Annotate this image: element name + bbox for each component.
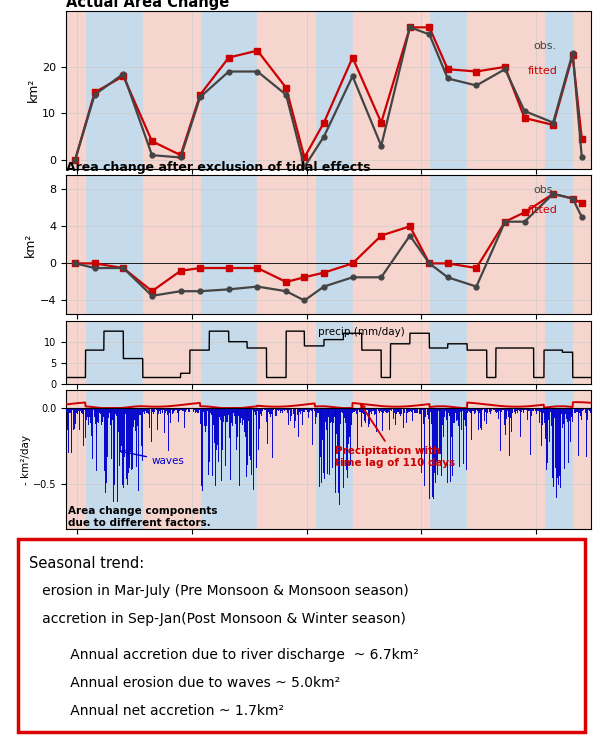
Bar	[315, 11, 353, 169]
Text: Area change after exclusion of tidal effects: Area change after exclusion of tidal eff…	[66, 161, 371, 174]
Text: waves: waves	[121, 450, 185, 466]
Bar	[544, 390, 572, 529]
Text: Area change components
due to different factors.: Area change components due to different …	[68, 506, 218, 528]
Bar	[544, 320, 572, 384]
Bar	[66, 11, 85, 169]
Text: Annual erosion due to waves ~ 5.0km²: Annual erosion due to waves ~ 5.0km²	[44, 676, 340, 690]
Y-axis label: - km²/day: - km²/day	[22, 434, 31, 485]
Bar	[430, 390, 467, 529]
Bar	[572, 175, 591, 314]
Y-axis label: km²: km²	[26, 78, 40, 102]
Text: precip.(mm/day): precip.(mm/day)	[318, 326, 405, 337]
Text: Actual Area Change: Actual Area Change	[66, 0, 229, 10]
Text: fitted: fitted	[528, 205, 558, 215]
Bar	[200, 11, 257, 169]
Bar	[315, 175, 353, 314]
Text: obs.: obs.	[533, 41, 556, 51]
Bar	[353, 320, 430, 384]
Bar	[544, 175, 572, 314]
Bar	[467, 11, 544, 169]
Bar	[200, 320, 257, 384]
Bar	[353, 11, 430, 169]
Bar	[572, 11, 591, 169]
Text: Annual accretion due to river discharge  ~ 6.7km²: Annual accretion due to river discharge …	[44, 648, 418, 662]
Bar	[85, 320, 143, 384]
Bar	[315, 390, 353, 529]
Bar	[85, 390, 143, 529]
Bar	[85, 11, 143, 169]
Bar	[200, 175, 257, 314]
Bar	[143, 390, 200, 529]
Text: fitted: fitted	[528, 67, 558, 76]
Bar	[353, 175, 430, 314]
Text: Seasonal trend:: Seasonal trend:	[29, 556, 145, 571]
Bar	[257, 11, 315, 169]
Bar	[85, 175, 143, 314]
Bar	[572, 390, 591, 529]
Bar	[257, 320, 315, 384]
Bar	[467, 320, 544, 384]
Bar	[353, 390, 430, 529]
FancyBboxPatch shape	[18, 539, 585, 733]
Bar	[430, 320, 467, 384]
Text: Precipitation with
time lag of 110 days: Precipitation with time lag of 110 days	[335, 405, 455, 468]
Bar	[143, 175, 200, 314]
Bar	[257, 175, 315, 314]
Bar	[200, 390, 257, 529]
Bar	[315, 320, 353, 384]
Text: erosion in Mar-July (Pre Monsoon & Monsoon season): erosion in Mar-July (Pre Monsoon & Monso…	[29, 585, 409, 599]
Bar	[66, 175, 85, 314]
Bar	[572, 320, 591, 384]
Bar	[430, 175, 467, 314]
Y-axis label: km²: km²	[24, 232, 37, 257]
Bar	[544, 11, 572, 169]
Bar	[430, 11, 467, 169]
Bar	[467, 390, 544, 529]
Bar	[257, 390, 315, 529]
Text: accretion in Sep-Jan(Post Monsoon & Winter season): accretion in Sep-Jan(Post Monsoon & Wint…	[29, 613, 406, 627]
Text: obs.: obs.	[533, 186, 556, 195]
Bar	[66, 320, 85, 384]
Bar	[467, 175, 544, 314]
Text: Annual net accretion ~ 1.7km²: Annual net accretion ~ 1.7km²	[44, 704, 284, 719]
Bar	[143, 11, 200, 169]
Bar	[143, 320, 200, 384]
Bar	[66, 390, 85, 529]
